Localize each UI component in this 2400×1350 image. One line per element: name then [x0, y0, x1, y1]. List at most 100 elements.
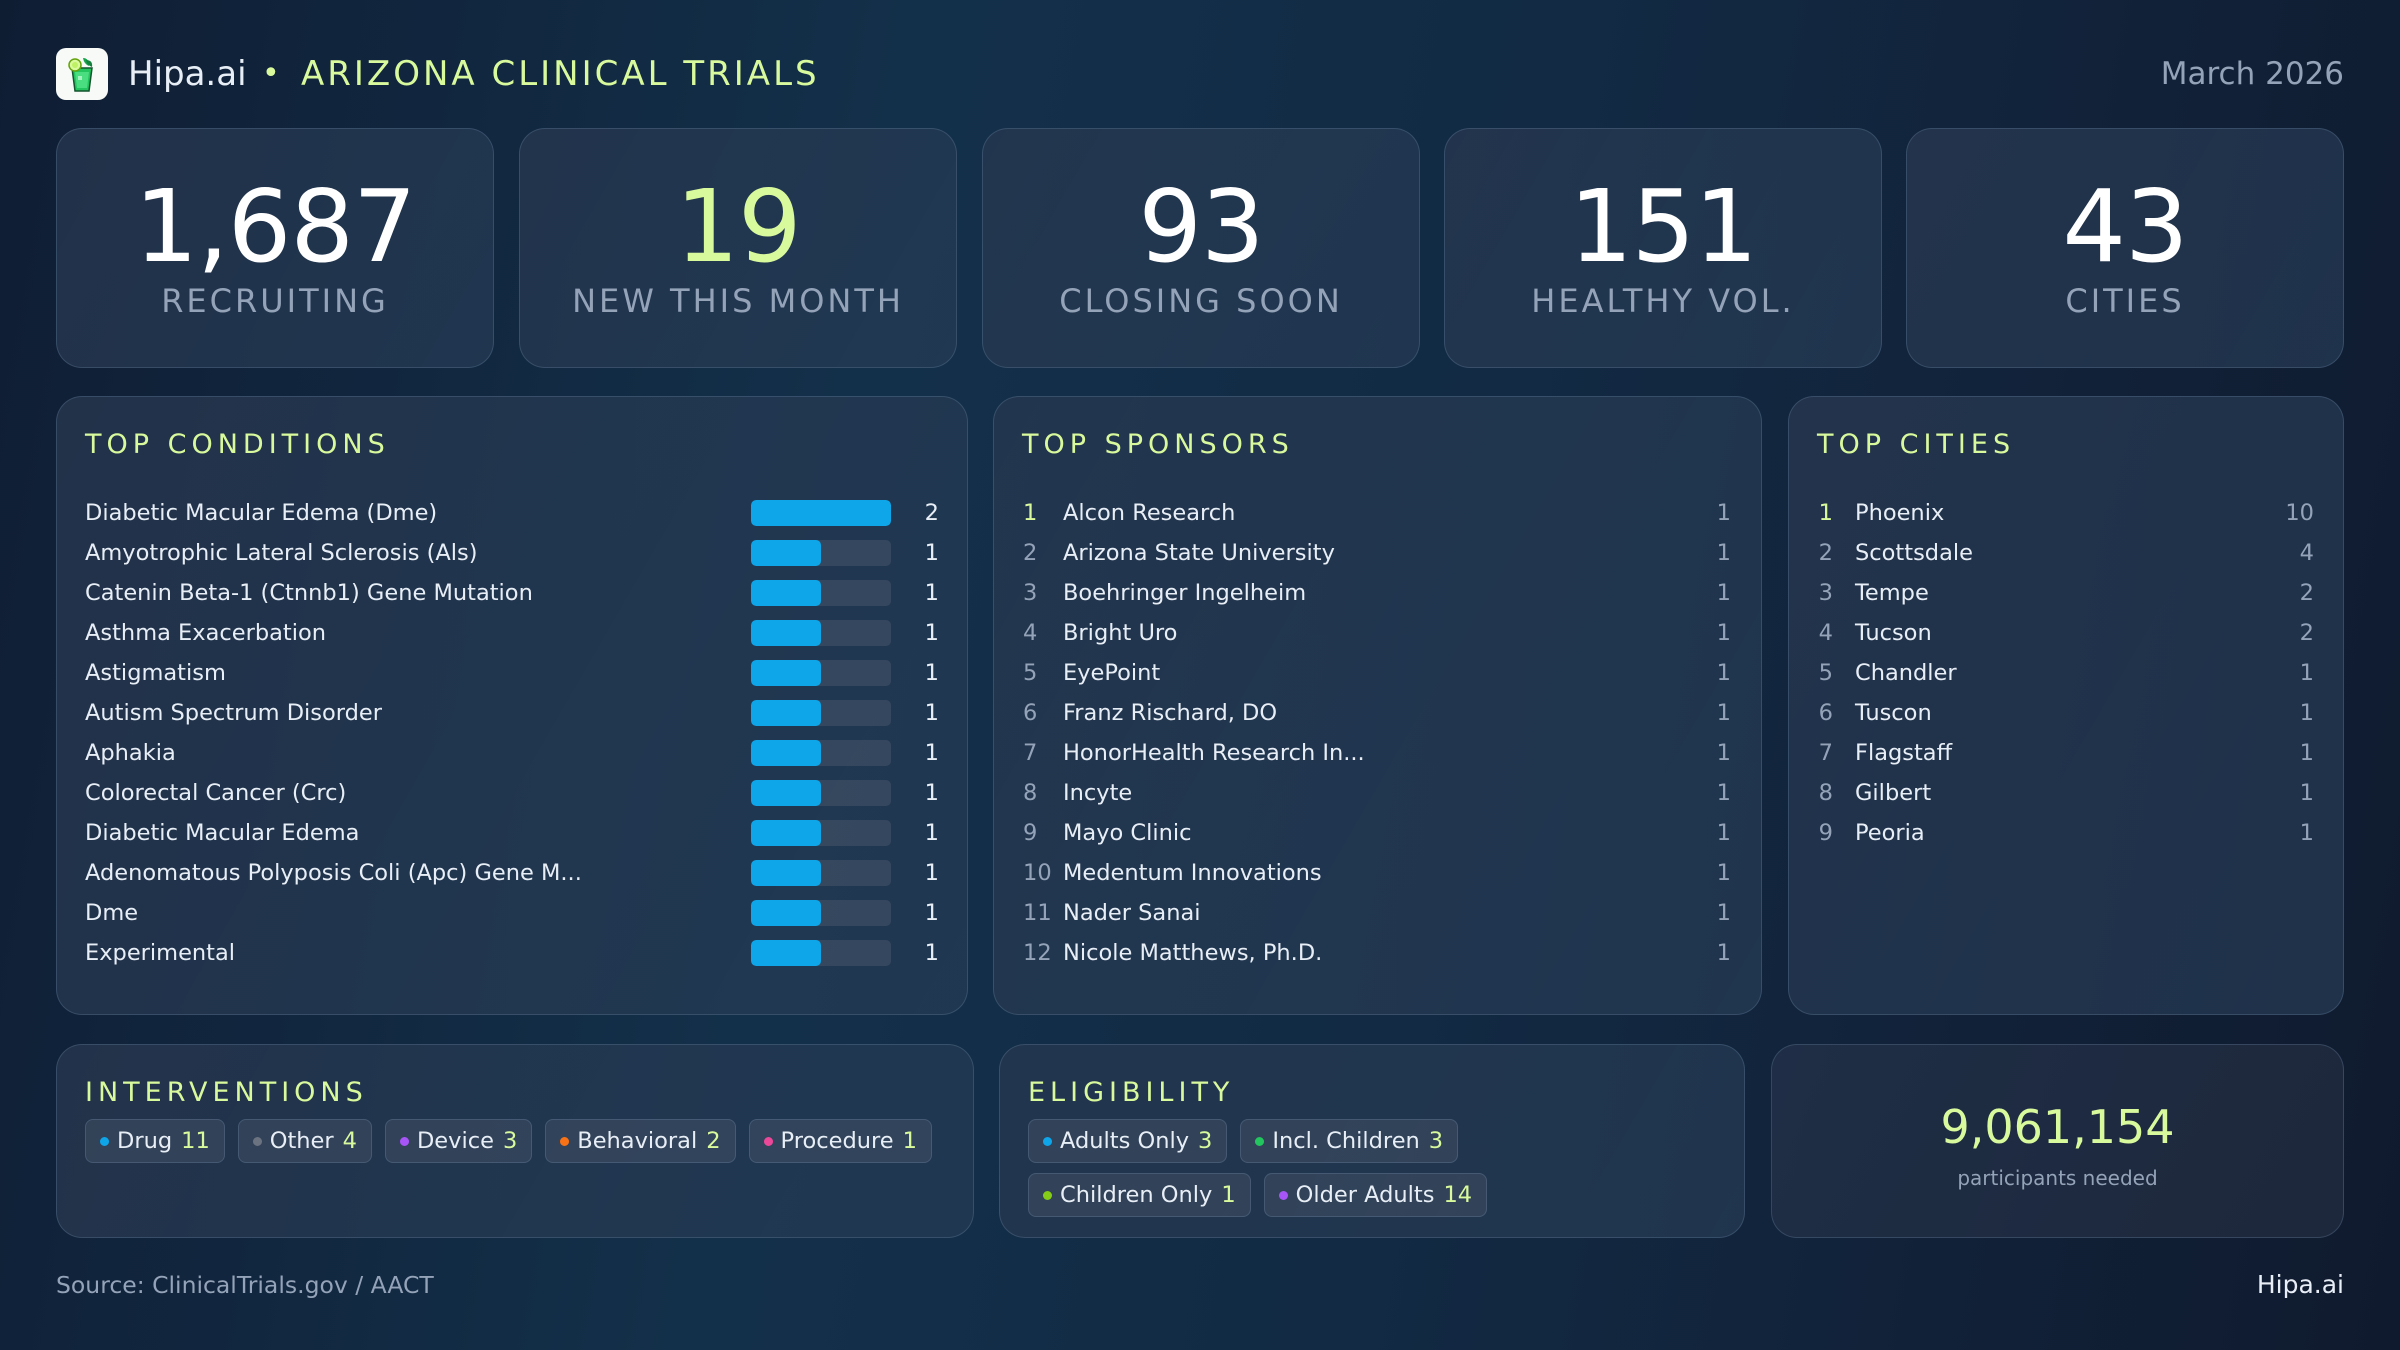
condition-bar — [751, 500, 891, 526]
condition-count: 1 — [924, 620, 939, 646]
city-rank: 5 — [1818, 660, 1833, 686]
sponsor-count: 1 — [1716, 540, 1731, 566]
condition-bar-fill — [751, 700, 821, 726]
condition-row: Autism Spectrum Disorder 1 — [57, 693, 967, 733]
chip-count: 1 — [902, 1128, 917, 1154]
city-count: 4 — [2299, 540, 2314, 566]
intervention-chip-other[interactable]: Other 4 — [237, 1119, 372, 1163]
participants-caption: participants needed — [1957, 1166, 2158, 1190]
condition-row: Experimental 1 — [57, 933, 967, 973]
city-count: 2 — [2299, 580, 2314, 606]
condition-row: Dme 1 — [57, 893, 967, 933]
city-name: Peoria — [1855, 820, 1925, 846]
stat-card-cities: 43 CITIES — [1906, 128, 2344, 368]
condition-row: Amyotrophic Lateral Sclerosis (Als) 1 — [57, 533, 967, 573]
chip-label: Behavioral — [577, 1128, 698, 1154]
condition-bar-fill — [751, 660, 821, 686]
sponsor-count: 1 — [1716, 620, 1731, 646]
sponsor-row: 4 Bright Uro 1 — [994, 613, 1761, 653]
sponsor-rank: 9 — [1023, 820, 1038, 846]
sponsor-count: 1 — [1716, 740, 1731, 766]
dot-icon — [1043, 1136, 1052, 1146]
condition-bar — [751, 900, 891, 926]
chip-label: Children Only — [1060, 1182, 1213, 1208]
stat-value: 1,687 — [134, 168, 416, 285]
city-row: 6 Tuscon 1 — [1789, 693, 2343, 733]
eligibility-chip-incl-children[interactable]: Incl. Children 3 — [1240, 1119, 1459, 1163]
chip-count: 14 — [1443, 1182, 1473, 1208]
condition-count: 1 — [924, 900, 939, 926]
condition-name: Adenomatous Polyposis Coli (Apc) Gene M.… — [85, 860, 582, 886]
footer-brand: Hipa.ai — [2256, 1270, 2344, 1299]
intervention-chip-behavioral[interactable]: Behavioral 2 — [545, 1119, 736, 1163]
sponsor-count: 1 — [1716, 820, 1731, 846]
sponsor-rank: 12 — [1023, 940, 1052, 966]
stat-label: CLOSING SOON — [1059, 282, 1343, 320]
sponsor-count: 1 — [1716, 900, 1731, 926]
chip-count: 3 — [502, 1128, 518, 1154]
city-name: Flagstaff — [1855, 740, 1953, 766]
city-row: 9 Peoria 1 — [1789, 813, 2343, 853]
sponsor-name: Boehringer Ingelheim — [1063, 580, 1307, 606]
city-name: Gilbert — [1855, 780, 1932, 806]
top-sponsors-panel: TOP SPONSORS 1 Alcon Research 1 2 Arizona St… — [993, 396, 1762, 1015]
condition-bar-fill — [751, 820, 821, 846]
condition-bar-fill — [751, 500, 891, 526]
dot-icon — [1043, 1190, 1052, 1200]
sponsor-row: 8 Incyte 1 — [994, 773, 1761, 813]
condition-count: 1 — [924, 740, 939, 766]
stat-value: 43 — [2062, 168, 2188, 285]
chip-label: Incl. Children — [1272, 1128, 1420, 1154]
dot-icon — [1278, 1190, 1288, 1200]
stat-card-recruiting: 1,687 RECRUITING — [56, 128, 494, 368]
stat-card-closing-soon: 93 CLOSING SOON — [982, 128, 1420, 368]
condition-bar-fill — [751, 780, 821, 806]
condition-bar-fill — [751, 580, 821, 606]
chip-count: 11 — [181, 1128, 210, 1154]
condition-name: Astigmatism — [85, 660, 226, 686]
eligibility-chip-children-only[interactable]: Children Only 1 — [1028, 1173, 1251, 1217]
sponsor-row: 10 Medentum Innovations 1 — [994, 853, 1761, 893]
city-rank: 2 — [1818, 540, 1833, 566]
condition-row: Adenomatous Polyposis Coli (Apc) Gene M.… — [57, 853, 967, 893]
city-row: 3 Tempe 2 — [1789, 573, 2343, 613]
intervention-chip-drug[interactable]: Drug 11 — [85, 1119, 225, 1163]
city-count: 1 — [2299, 780, 2314, 806]
intervention-chip-procedure[interactable]: Procedure 1 — [748, 1119, 932, 1163]
city-rank: 7 — [1818, 740, 1833, 766]
condition-row: Diabetic Macular Edema 1 — [57, 813, 967, 853]
data-source: Source: ClinicalTrials.gov / AACT — [56, 1271, 434, 1299]
city-row: 8 Gilbert 1 — [1789, 773, 2343, 813]
eligibility-chip-adults-only[interactable]: Adults Only 3 — [1028, 1119, 1228, 1163]
eligibility-chip-older-adults[interactable]: Older Adults 14 — [1263, 1173, 1488, 1217]
panel-title: TOP SPONSORS — [1022, 429, 1294, 460]
sponsor-count: 1 — [1716, 780, 1731, 806]
condition-name: Asthma Exacerbation — [85, 620, 327, 646]
sponsor-rank: 3 — [1023, 580, 1038, 606]
intervention-chip-device[interactable]: Device 3 — [384, 1119, 533, 1163]
condition-count: 1 — [924, 940, 939, 966]
panel-title: TOP CITIES — [1817, 429, 2016, 460]
condition-count: 1 — [924, 860, 939, 886]
city-row: 7 Flagstaff 1 — [1789, 733, 2343, 773]
sponsor-name: Nicole Matthews, Ph.D. — [1063, 940, 1323, 966]
condition-name: Aphakia — [85, 740, 176, 766]
condition-count: 1 — [924, 540, 939, 566]
condition-bar — [751, 580, 891, 606]
stat-label: CITIES — [2065, 282, 2185, 320]
eligibility-chip-list: Adults Only 3 Incl. Children 3 Children Only… — [1028, 1119, 1544, 1217]
city-row: 5 Chandler 1 — [1789, 653, 2343, 693]
chip-label: Other — [269, 1128, 334, 1154]
dot-icon — [100, 1136, 109, 1146]
condition-bar — [751, 860, 891, 886]
dot-icon — [1255, 1136, 1265, 1146]
interventions-panel: INTERVENTIONS Drug 11 Other 4 Device 3 Behavio… — [56, 1044, 974, 1238]
sponsor-count: 1 — [1716, 660, 1731, 686]
dot-icon — [763, 1136, 773, 1146]
stat-card-healthy-volunteers: 151 HEALTHY VOL. — [1444, 128, 1882, 368]
sponsor-name: Medentum Innovations — [1063, 860, 1322, 886]
logo — [56, 48, 108, 100]
condition-row: Asthma Exacerbation 1 — [57, 613, 967, 653]
chip-label: Device — [416, 1128, 494, 1154]
city-name: Tempe — [1855, 580, 1929, 606]
